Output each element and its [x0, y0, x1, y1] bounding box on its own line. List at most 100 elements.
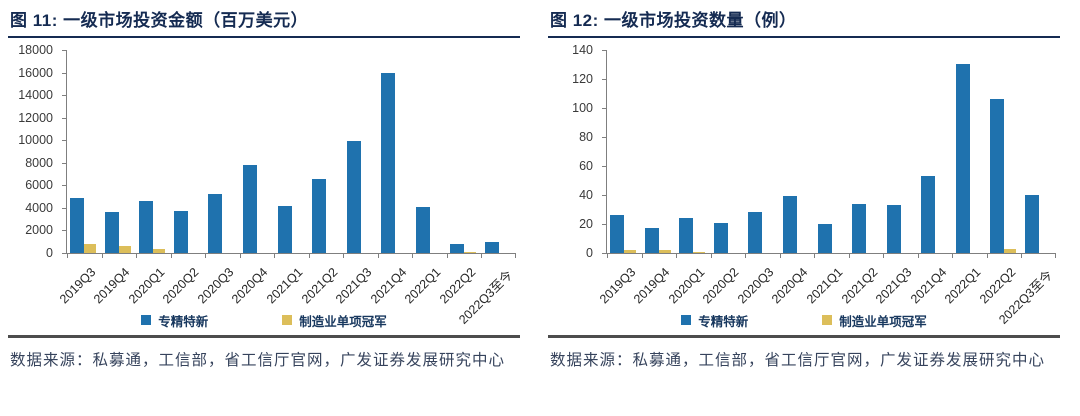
x-axis-tick-label: 2021Q3	[333, 265, 375, 307]
x-axis-tick	[136, 254, 138, 258]
bar-specialized-new	[782, 196, 797, 253]
x-axis-tick	[676, 254, 678, 258]
x-axis-tick-label: 2020Q2	[700, 265, 742, 307]
source-divider	[548, 335, 1060, 338]
figure-11-title: 图 11: 一级市场投资金额（百万美元）	[10, 11, 309, 30]
bar-manufacturing-champion	[693, 252, 706, 253]
x-axis-tick-label: 2021Q1	[804, 265, 846, 307]
y-axis-tick-label: 40	[579, 188, 593, 202]
title-underline	[8, 36, 520, 38]
bar-specialized-new	[886, 205, 901, 253]
y-axis-tick-label: 4000	[25, 200, 53, 215]
x-axis-tick	[848, 254, 850, 258]
x-axis-tick-label: 2020Q3	[194, 265, 237, 307]
x-axis-tick	[1055, 254, 1056, 258]
x-axis-tick	[274, 254, 276, 258]
x-axis-tick-label: 2019Q4	[631, 265, 673, 307]
bar-specialized-new	[173, 211, 188, 253]
x-axis-tick	[205, 254, 207, 258]
legend-swatch-icon	[822, 315, 833, 325]
x-axis-tick-label: 2020Q1	[125, 265, 168, 307]
bar-specialized-new	[955, 64, 970, 253]
legend-item-specialized-new: 专精特新	[681, 311, 748, 330]
x-axis-tick-label: 2019Q3	[596, 265, 639, 307]
bar-specialized-new	[990, 99, 1005, 253]
x-axis-tick-label: 2020Q4	[769, 265, 811, 307]
x-axis-tick	[641, 254, 643, 258]
legend-swatch-icon	[282, 315, 293, 325]
y-axis-tick-label: 0	[46, 246, 53, 260]
bar-specialized-new	[921, 176, 936, 253]
bar-specialized-new	[852, 204, 867, 253]
x-axis-tick	[952, 254, 954, 258]
legend-item-manufacturing-champion: 制造业单项冠军	[822, 311, 927, 330]
bar-specialized-new	[277, 206, 292, 253]
bar-specialized-new	[748, 212, 763, 253]
bar-specialized-new	[679, 218, 694, 253]
bar-specialized-new	[70, 198, 85, 253]
y-axis-tick	[602, 108, 606, 109]
y-axis-tick-label: 100	[572, 101, 593, 115]
x-axis-tick	[170, 254, 172, 258]
bar-specialized-new	[381, 73, 396, 253]
legend-label: 制造业单项冠军	[299, 314, 387, 329]
x-axis-labels: 2019Q3 2019Q4 2020Q1 2020Q2 2020Q3 2020Q4 2021…	[57, 260, 516, 327]
legend-label: 制造业单项冠军	[839, 314, 927, 329]
x-axis-tick	[67, 254, 68, 258]
plot-area	[602, 50, 1056, 258]
x-axis-tick-label: 2022Q1	[402, 265, 444, 307]
x-axis-tick-label: 2020Q3	[734, 265, 777, 307]
x-axis-tick	[607, 254, 608, 258]
y-axis-tick-label: 120	[572, 72, 593, 86]
x-axis-tick	[412, 254, 414, 258]
x-axis-tick	[481, 254, 483, 258]
bar-specialized-new	[644, 228, 659, 253]
legend-item-manufacturing-champion: 制造业单项冠军	[282, 311, 387, 330]
x-axis-tick-label: 2021Q2	[838, 265, 880, 307]
legend-label: 专精特新	[158, 314, 209, 329]
bar-manufacturing-champion	[84, 244, 97, 253]
y-axis-tick	[62, 162, 66, 164]
x-axis-tick	[745, 254, 747, 258]
bar-specialized-new	[484, 242, 499, 253]
chart-investment-count: 0 20 40 60 80 100 120 140	[548, 43, 1060, 260]
x-axis-tick	[986, 254, 988, 258]
legend-item-specialized-new: 专精特新	[141, 311, 208, 330]
x-axis-tick-label: 2020Q1	[665, 265, 708, 307]
x-axis-tick	[343, 254, 345, 258]
x-axis-tick	[515, 254, 516, 258]
y-axis-tick	[62, 95, 66, 97]
source-divider	[8, 335, 520, 338]
x-axis-tick-label: 2019Q4	[91, 265, 133, 307]
x-axis-labels: 2019Q3 2019Q4 2020Q1 2020Q2 2020Q3 2020Q4 2021…	[597, 260, 1056, 327]
y-axis-tick-label: 16000	[18, 65, 53, 80]
x-axis-tick-label: 2020Q2	[160, 265, 202, 307]
x-axis-tick	[883, 254, 885, 258]
y-axis-tick	[62, 207, 66, 209]
y-axis-tick	[602, 253, 606, 254]
figure-11: 图 11: 一级市场投资金额（百万美元） 0 2000 4000 6000 8000 10…	[8, 2, 520, 378]
data-source-note: 数据来源：私募通，工信部，省工信厅官网，广发证券发展研究中心	[550, 352, 1046, 369]
y-axis: 0 2000 4000 6000 8000 10000 12000 14000 16000 180…	[8, 43, 60, 260]
bar-manufacturing-champion	[1004, 249, 1017, 253]
chart-investment-amount: 0 2000 4000 6000 8000 10000 12000 14000 16000 180…	[8, 43, 520, 260]
bar-specialized-new	[139, 201, 154, 253]
y-axis-tick-label: 20	[579, 217, 593, 231]
y-axis-tick	[62, 230, 66, 232]
x-axis-tick	[377, 254, 379, 258]
bar-manufacturing-champion	[464, 252, 477, 253]
x-axis-tick-label: 2021Q3	[873, 265, 915, 307]
bar-specialized-new	[346, 141, 361, 253]
y-axis-tick-label: 10000	[18, 133, 53, 148]
x-axis-tick	[308, 254, 310, 258]
y-axis-tick-label: 8000	[25, 155, 53, 170]
chart-legend: 专精特新 制造业单项冠军	[8, 310, 520, 330]
bar-manufacturing-champion	[118, 246, 131, 253]
y-axis-tick	[602, 137, 606, 138]
bar-specialized-new	[208, 194, 223, 253]
x-axis-tick-label: 2021Q4	[367, 265, 410, 307]
bar-manufacturing-champion	[658, 250, 671, 253]
y-axis-tick	[62, 253, 66, 254]
plot-area	[62, 50, 516, 258]
figure-12: 图 12: 一级市场投资数量（例） 0 20 40 60 80 100 120 140 201…	[548, 2, 1060, 378]
